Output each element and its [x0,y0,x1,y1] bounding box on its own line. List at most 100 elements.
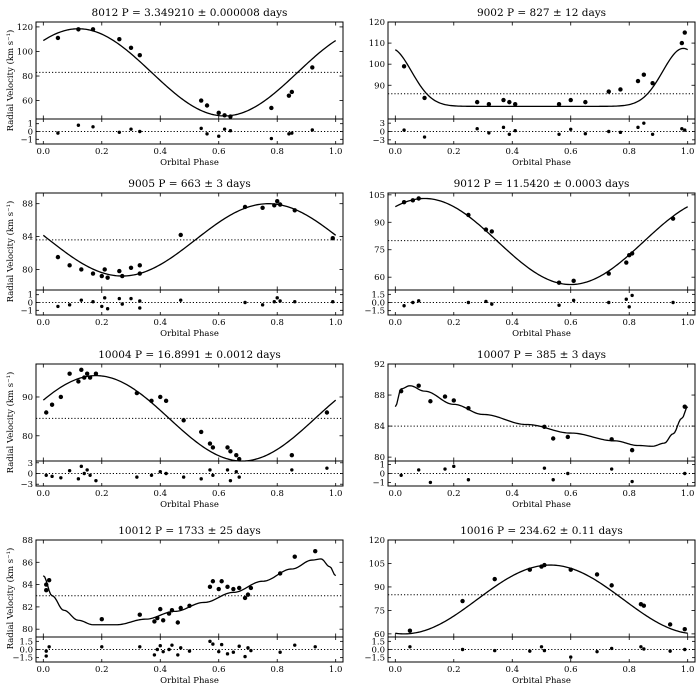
residual-point [211,473,215,477]
residual-axes-frame [35,118,344,145]
residual-point [176,653,180,657]
residual-point [246,646,250,650]
residual-point [243,300,247,305]
rv-data-point [207,584,213,590]
x-axis-label: Orbital Phase [160,676,219,686]
rv-data-point [594,572,600,577]
residual-point [618,130,623,135]
rv-data-point [542,424,547,430]
residual-point [636,125,640,130]
rv-data-point [442,394,448,399]
rv-data-point [58,394,64,400]
residual-point [79,298,84,302]
panel-title: 10007 P = 385 ± 3 days [477,349,606,361]
rv-data-point [210,445,216,450]
y-tick-label: 88 [22,200,33,210]
residual-point [493,648,497,653]
residual-point [627,305,631,309]
residual-point [642,647,646,651]
rv-data-point [228,114,233,119]
orbit-model-curve [395,197,689,286]
rv-data-point [222,113,227,118]
residual-point [228,478,233,483]
panel-6: 10007 P = 385 ± 3 days 0.0 0.2 0.4 0.6 0.8 1.0… [372,349,696,510]
x-tick-label: 1.0 [329,147,343,157]
rv-data-point [682,626,687,632]
residual-point [487,131,491,135]
main-axes-frame [387,539,696,638]
rv-data-point [237,585,242,591]
y-tick-label: 75 [374,606,385,616]
rv-data-point [492,576,497,582]
y-axis-label: Radial Velocity (km s⁻¹) [5,548,16,650]
residual-point [650,132,655,136]
residual-point [630,479,634,484]
y-tick-label: 90 [374,218,385,228]
residual-point [557,132,561,136]
x-tick-label: 0.6 [212,318,226,328]
x-axis-label: Orbital Phase [512,158,571,168]
residual-point [583,132,588,136]
rv-data-point [181,418,186,423]
rv-data-point [289,452,295,458]
rv-data-point [178,232,183,238]
rv-data-point [583,99,588,105]
residual-point [607,300,611,305]
x-tick-label: 1.0 [329,489,343,499]
rv-data-point [99,616,104,622]
residual-point [217,134,221,138]
rv-data-point [234,452,239,458]
rv-data-point [102,267,107,272]
rv-data-point [87,375,93,380]
x-tick-label: 0.6 [564,147,578,157]
residual-point [158,470,162,474]
orbit-model-curve [42,558,337,626]
x-axis-label: Orbital Phase [160,329,219,339]
residual-point [249,648,253,653]
rv-data-point [682,404,687,409]
orbit-model-curve [42,203,337,277]
residual-tick-label: −3 [20,480,33,490]
rv-data-point [237,456,242,462]
residual-point [528,649,532,653]
residual-point [138,129,142,134]
rv-data-point [292,208,297,213]
rv-data-point [416,383,421,388]
rv-data-point [277,202,283,207]
rv-data-point [542,562,547,568]
residual-tick-label: 1.5 [19,637,33,647]
rv-data-point [210,579,216,584]
y-tick-label: 90 [22,393,33,403]
residual-point [443,467,447,471]
rv-data-point [158,606,163,612]
residual-point [260,303,265,307]
residual-point [671,300,675,305]
x-tick-label: 0.0 [389,665,403,675]
rv-data-point [568,97,573,103]
rv-data-point [416,196,421,201]
x-tick-label: 0.8 [622,665,636,675]
rv-data-point [483,227,489,232]
residual-point [624,297,628,301]
y-tick-label: 88 [22,536,33,546]
panel-title: 10004 P = 16.8991 ± 0.0012 days [98,349,281,361]
residual-point [542,466,547,470]
x-tick-label: 0.0 [389,318,403,328]
residual-point [237,644,241,648]
residual-point [91,125,95,129]
rv-data-point [410,198,416,203]
residual-point [272,300,276,304]
y-tick-label: 80 [374,453,385,463]
residual-point [290,468,294,472]
rv-data-point [82,375,87,380]
rv-data-point [272,203,277,208]
residual-axes-frame [35,289,344,316]
rv-data-point [330,236,335,241]
rv-data-point [310,65,315,70]
rv-data-point [93,371,99,376]
residual-point [310,128,314,132]
residual-point [94,478,98,483]
residual-point [158,643,162,648]
rv-data-point [76,27,81,32]
residual-tick-label: 1.5 [371,290,385,300]
